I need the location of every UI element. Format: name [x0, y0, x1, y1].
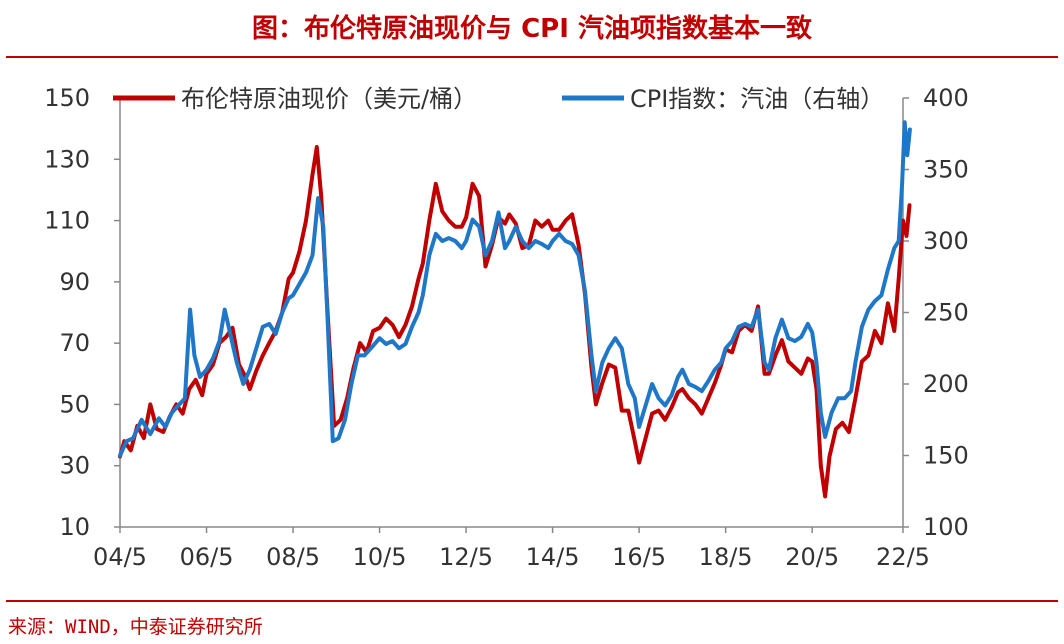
title-divider [6, 56, 1058, 58]
left-tick-label: 150 [44, 84, 90, 112]
x-tick-label: 12/5 [439, 543, 493, 571]
left-tick-label: 30 [59, 452, 90, 480]
x-tick-label: 04/5 [93, 543, 147, 571]
left-tick-label: 50 [59, 390, 90, 418]
right-tick-label: 250 [923, 299, 969, 327]
x-tick-label: 06/5 [180, 543, 234, 571]
left-tick-label: 90 [59, 268, 90, 296]
left-tick-label: 130 [44, 145, 90, 173]
legend-label-brent: 布伦特原油现价（美元/桶） [181, 85, 477, 113]
series-line-brent [118, 145, 912, 499]
x-tick-label: 08/5 [266, 543, 320, 571]
right-tick-label: 350 [923, 156, 969, 184]
series-line-cpi-gasoline [118, 120, 912, 458]
x-tick-label: 18/5 [699, 543, 753, 571]
x-tick-label: 20/5 [785, 543, 839, 571]
axes-group: 10 30 50 70 90 110 130 150 100 150 200 250 300 350 400… [44, 84, 969, 571]
left-tick-label: 110 [44, 207, 90, 235]
right-tick-label: 400 [923, 84, 969, 112]
x-tick-label: 22/5 [876, 543, 930, 571]
right-tick-label: 100 [923, 513, 969, 541]
right-tick-label: 300 [923, 227, 969, 255]
right-tick-label: 150 [923, 442, 969, 470]
chart-area: 10 30 50 70 90 110 130 150 100 150 200 250 300 350 400… [44, 84, 969, 571]
legend-label-cpi: CPI指数：汽油（右轴） [630, 85, 884, 113]
source-note: 来源：WIND，中泰证券研究所 [8, 616, 263, 638]
chart-title: 图：布伦特原油现价与 CPI 汽油项指数基本一致 [252, 14, 812, 44]
x-tick-label: 14/5 [526, 543, 580, 571]
x-tick-label: 16/5 [612, 543, 666, 571]
x-tick-label: 10/5 [353, 543, 407, 571]
left-tick-label: 70 [59, 329, 90, 357]
series-lines [118, 120, 912, 499]
right-tick-label: 200 [923, 370, 969, 398]
source-divider [6, 600, 1058, 602]
left-tick-label: 10 [59, 513, 90, 541]
legend: 布伦特原油现价（美元/桶） CPI指数：汽油（右轴） [113, 85, 884, 113]
